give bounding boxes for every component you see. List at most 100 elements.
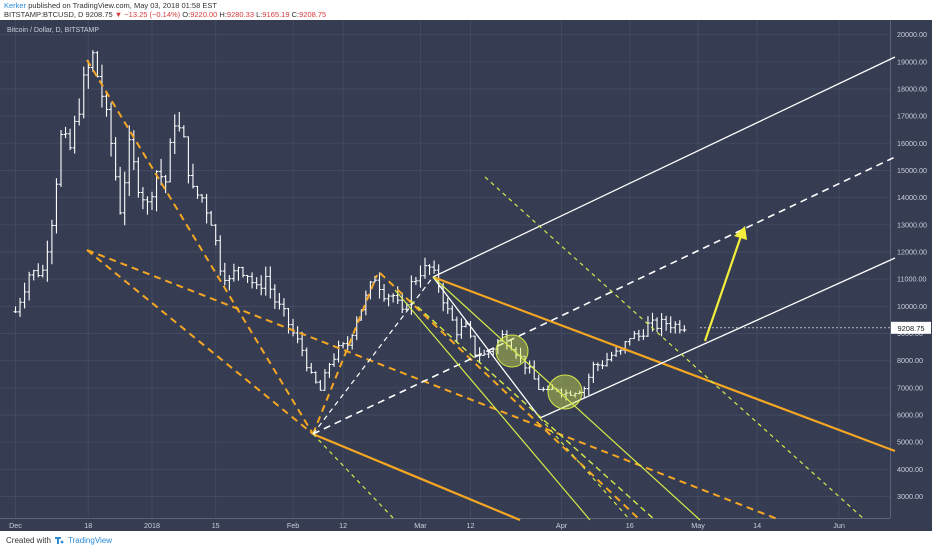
ohlc-bar [391, 293, 396, 303]
ohlc-bar [49, 219, 54, 265]
ohlc-bar [291, 318, 296, 337]
ohlc-bar [332, 353, 336, 367]
yellow-dashed-long [484, 176, 866, 521]
ohlc-bar [140, 187, 145, 210]
ohlc-bar [127, 125, 132, 197]
ohlc-bar [341, 342, 346, 349]
ohlc-bar [40, 264, 45, 278]
ohlc-bar [573, 392, 578, 398]
last-price: 9208.75 [85, 10, 113, 19]
price-tick-label: 14000.00 [897, 193, 927, 202]
price-tick-label: 12000.00 [897, 247, 927, 256]
ohlc-bar [250, 272, 255, 289]
orange-pitchfork-handle [312, 274, 378, 435]
ohlc-bar [659, 313, 664, 337]
time-axis [0, 518, 932, 531]
tradingview-brand[interactable]: TradingView [68, 536, 113, 545]
ohlc-bar [432, 260, 437, 274]
ohlc-bar [382, 283, 387, 302]
price-tick-label: 7000.00 [897, 383, 923, 392]
ohlc-bar [372, 275, 377, 283]
ohlc-bar [136, 157, 141, 198]
ohlc-bar [677, 320, 682, 334]
ohlc-bar [327, 363, 332, 378]
ohlc-bar [163, 174, 168, 194]
yellow-dashed-short [539, 417, 631, 521]
ohlc-bar [645, 316, 650, 337]
price-tick-label: 10000.00 [897, 302, 927, 311]
price-tick-label: 3000.00 [897, 492, 923, 501]
target-arrow-shaft [703, 232, 744, 342]
ohlc-bar [582, 386, 587, 399]
price-tick-label: 18000.00 [897, 84, 927, 93]
yellow-dashed-mid [409, 299, 656, 521]
ohlc-bar [450, 305, 455, 321]
ohlc-bar [263, 266, 268, 296]
time-axis-labels[interactable]: Dec 18 2018 15 Feb 12 Mar 12 Apr 16 May 14 Jun [9, 521, 845, 530]
author-link[interactable]: Kerker [4, 1, 27, 10]
ohlc-bar [427, 264, 432, 275]
ohlc-bar [231, 263, 236, 282]
ohlc-bar [322, 369, 327, 391]
tradingview-logo-icon [55, 537, 64, 544]
ohlc-bar [309, 362, 314, 374]
ohlc-bar [300, 331, 305, 357]
ohlc-bar [541, 386, 546, 392]
ohlc-bar [609, 351, 614, 362]
orange-pitchfork-upper-dash [86, 59, 314, 435]
time-tick-label: 12 [467, 521, 475, 530]
drawing-tools[interactable] [86, 56, 896, 522]
open-value: 9220.00 [190, 10, 218, 19]
ohlc-bar [172, 114, 177, 154]
target-arrow-head-icon [734, 226, 747, 240]
time-tick-label: 12 [339, 521, 347, 530]
ohlc-bar [186, 136, 191, 184]
ohlc-bar [400, 292, 405, 314]
ohlc-bar [227, 275, 232, 291]
ohlc-bar [418, 265, 423, 288]
publish-info: published on TradingView.com, May 03, 20… [28, 1, 217, 10]
ohlc-bar [568, 390, 573, 396]
ohlc-bar [664, 315, 669, 331]
time-tick-label: Feb [287, 521, 299, 530]
ohlc-bar [395, 286, 400, 304]
ohlc-bar [272, 284, 277, 309]
footer: Created with TradingView [0, 531, 932, 550]
ohlc-bar [122, 171, 127, 226]
time-tick-label: 15 [212, 521, 220, 530]
white-upper-line [432, 56, 896, 278]
time-tick-label: May [691, 521, 705, 530]
ohlc-bar [445, 297, 450, 314]
down-arrow-icon: ▼ [114, 10, 123, 19]
ohlc-bar [605, 352, 609, 367]
ohlc-bar [72, 115, 77, 154]
ohlc-bar [18, 297, 23, 317]
time-tick-label: 2018 [144, 521, 160, 530]
ohlc-bar [236, 266, 241, 281]
price-chart[interactable]: Bitcoin / Dollar, D, BITSTAMP 21000.0020… [0, 20, 932, 531]
ohlc-bar [295, 326, 300, 344]
price-axis[interactable]: 21000.0020000.0019000.0018000.0017000.00… [897, 20, 927, 501]
white-lower-line [539, 257, 896, 419]
price-tick-label: 13000.00 [897, 220, 927, 229]
ohlc-bar [482, 349, 487, 356]
highlight-circle-1 [495, 334, 529, 368]
chart-title: Bitcoin / Dollar, D, BITSTAMP [7, 27, 99, 34]
price-tick-label: 17000.00 [897, 112, 927, 121]
yellow-dashed-lower [312, 433, 396, 521]
ohlc-bar [268, 266, 273, 299]
ohlc-bar [627, 338, 632, 346]
time-tick-label: Dec [9, 521, 22, 530]
ohlc-bar [190, 163, 195, 189]
ohlc-bar [536, 374, 541, 390]
ohlc-bar [473, 335, 478, 358]
ohlc-bar [13, 306, 18, 313]
ohlc-bar [59, 130, 63, 187]
ohlc-bar [204, 193, 209, 224]
orange-median-dashed [86, 249, 781, 521]
price-tick-label: 8000.00 [897, 356, 923, 365]
low-value: 9165.19 [262, 10, 290, 19]
ohlc-bar [614, 345, 619, 357]
time-tick-label: 18 [84, 521, 92, 530]
highlight-circle-2 [547, 374, 583, 410]
